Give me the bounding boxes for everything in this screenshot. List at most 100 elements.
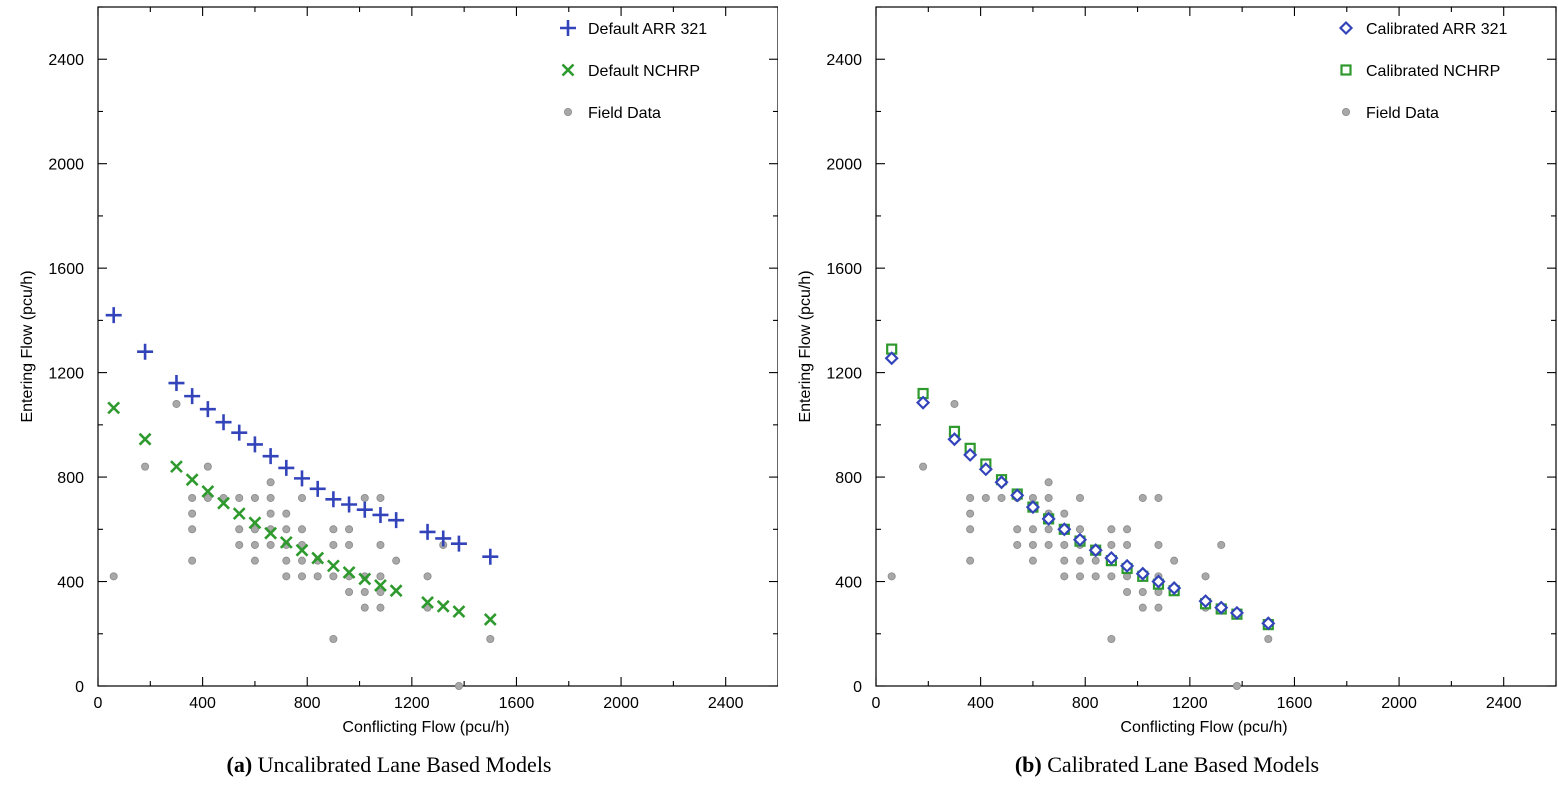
chart-a-point-x — [295, 543, 309, 557]
chart-a-point-x — [421, 596, 434, 609]
chart-b-point-circle — [1044, 540, 1053, 549]
caption-b-label: (b) — [1014, 752, 1042, 777]
chart-a-legend-marker — [561, 63, 575, 77]
chart-panel-b: 0 400 800 1200 1600 2000 2400 0 400 800 1200 1600 20… — [778, 0, 1558, 750]
chart-a-point-circle — [250, 556, 259, 565]
chart-b-legend-marker — [1342, 108, 1351, 117]
chart-a-point-circle — [282, 509, 291, 518]
scatter-plot-b: 0 400 800 1200 1600 2000 2400 0 400 800 1200 1600 20… — [797, 6, 1557, 736]
chart-a-x-tick-label: 2400 — [708, 695, 744, 712]
chart-a-point-circle — [454, 682, 463, 691]
chart-b-point-diamond — [1229, 605, 1244, 620]
chart-b-y-axis-label: Entering Flow (pcu/h) — [797, 270, 814, 422]
chart-a-point-circle — [203, 462, 212, 471]
chart-b-point-circle — [1154, 493, 1163, 502]
chart-b-legend-marker — [1338, 20, 1354, 36]
chart-a-point-circle — [282, 572, 291, 581]
chart-a-point-circle — [188, 525, 197, 534]
chart-a-point-circle — [297, 493, 306, 502]
chart-b-point-circle — [981, 493, 990, 502]
chart-b-point-diamond — [994, 475, 1009, 490]
caption-a-text: Uncalibrated Lane Based Models — [257, 752, 552, 777]
chart-b-point-circle — [1044, 478, 1053, 487]
chart-b-ticks — [875, 6, 1557, 687]
chart-b-point-circle — [1123, 587, 1132, 596]
chart-a-point-circle — [329, 525, 338, 534]
chart-a-point-circle — [392, 556, 401, 565]
chart-b-y-tick-label: 800 — [835, 470, 862, 487]
chart-a-x-tick-label: 800 — [294, 695, 321, 712]
chart-a-legend-marker — [564, 108, 573, 117]
chart-a-point-circle — [297, 525, 306, 534]
chart-a-point-plus — [199, 401, 216, 418]
chart-a-point-circle — [250, 525, 259, 534]
chart-b-point-diamond — [1261, 616, 1276, 631]
chart-b-point-diamond — [1214, 600, 1229, 615]
chart-b-point-diamond — [963, 447, 978, 462]
chart-b-x-tick-label: 1200 — [1172, 695, 1208, 712]
chart-b-x-axis-label: Conflicting Flow (pcu/h) — [1120, 719, 1287, 736]
chart-b-point-diamond — [1010, 488, 1025, 503]
chart-a-point-circle — [376, 587, 385, 596]
chart-b-frame — [875, 6, 1557, 687]
chart-a-point-circle — [203, 493, 212, 502]
chart-a-point-circle — [250, 493, 259, 502]
chart-b-point-circle — [1201, 572, 1210, 581]
chart-a-point-circle — [376, 572, 385, 581]
chart-a-point-plus — [419, 523, 436, 540]
chart-a-point-circle — [266, 493, 275, 502]
chart-b-point-circle — [1028, 556, 1037, 565]
chart-a-point-plus — [435, 530, 452, 547]
chart-b-point-circle — [1013, 540, 1022, 549]
chart-b-point-circle — [1154, 540, 1163, 549]
chart-a-point-plus — [137, 343, 154, 360]
chart-a-point-circle — [172, 399, 181, 408]
chart-a-y-tick-label: 2400 — [48, 52, 84, 69]
chart-a-point-circle — [376, 493, 385, 502]
chart-b-point-diamond — [884, 351, 899, 366]
chart-a-series-2 — [109, 399, 495, 691]
chart-b-point-diamond — [1151, 574, 1166, 589]
chart-b-point-circle — [1044, 493, 1053, 502]
chart-b-legend-marker — [1340, 64, 1352, 76]
caption-a-label: (a) — [226, 752, 253, 777]
chart-a-point-plus — [231, 424, 248, 441]
chart-a-ticks — [97, 6, 778, 687]
chart-b-legend-label: Calibrated ARR 321 — [1366, 21, 1508, 38]
chart-a-point-x — [264, 526, 278, 540]
chart-b-point-circle — [1075, 572, 1084, 581]
chart-b-point-circle — [1028, 525, 1037, 534]
chart-b-x-tick-label: 800 — [1072, 695, 1099, 712]
chart-a-point-plus — [341, 496, 358, 513]
chart-a-point-circle — [235, 493, 244, 502]
chart-a-point-circle — [282, 525, 291, 534]
chart-a-point-circle — [345, 587, 354, 596]
chart-b-legend-label: Calibrated NCHRP — [1366, 63, 1500, 80]
chart-b-legend-label: Field Data — [1366, 105, 1439, 122]
chart-a-point-circle — [376, 603, 385, 612]
chart-b-point-diamond — [1104, 550, 1119, 566]
chart-a-point-plus — [294, 470, 310, 487]
chart-a-y-tick-label: 800 — [57, 470, 84, 487]
chart-b-point-circle — [950, 399, 959, 408]
chart-a-point-plus — [356, 501, 373, 518]
chart-b-series-0 — [884, 351, 1276, 631]
chart-b-y-tick-label: 1600 — [826, 261, 862, 278]
chart-b-point-diamond — [1135, 566, 1150, 581]
chart-a-point-x — [483, 612, 497, 626]
chart-b-point-diamond — [1057, 522, 1072, 537]
caption-b-text: Calibrated Lane Based Models — [1047, 752, 1320, 777]
chart-a-point-circle — [486, 634, 495, 643]
chart-b-point-circle — [1138, 493, 1147, 502]
chart-b-y-tick-label: 2400 — [826, 52, 862, 69]
chart-a-point-x — [358, 572, 372, 586]
chart-b-y-tick-label: 2000 — [826, 157, 862, 174]
chart-a-series-1 — [107, 401, 497, 626]
chart-a-point-x — [374, 579, 387, 592]
chart-b-point-circle — [1060, 509, 1069, 518]
chart-b-point-diamond — [1041, 511, 1056, 526]
chart-b-x-tick-label: 400 — [967, 695, 994, 712]
chart-b-point-circle — [1123, 540, 1132, 549]
chart-a-y-axis-label: Entering Flow (pcu/h) — [19, 270, 36, 422]
chart-b-point-diamond — [1198, 594, 1213, 609]
